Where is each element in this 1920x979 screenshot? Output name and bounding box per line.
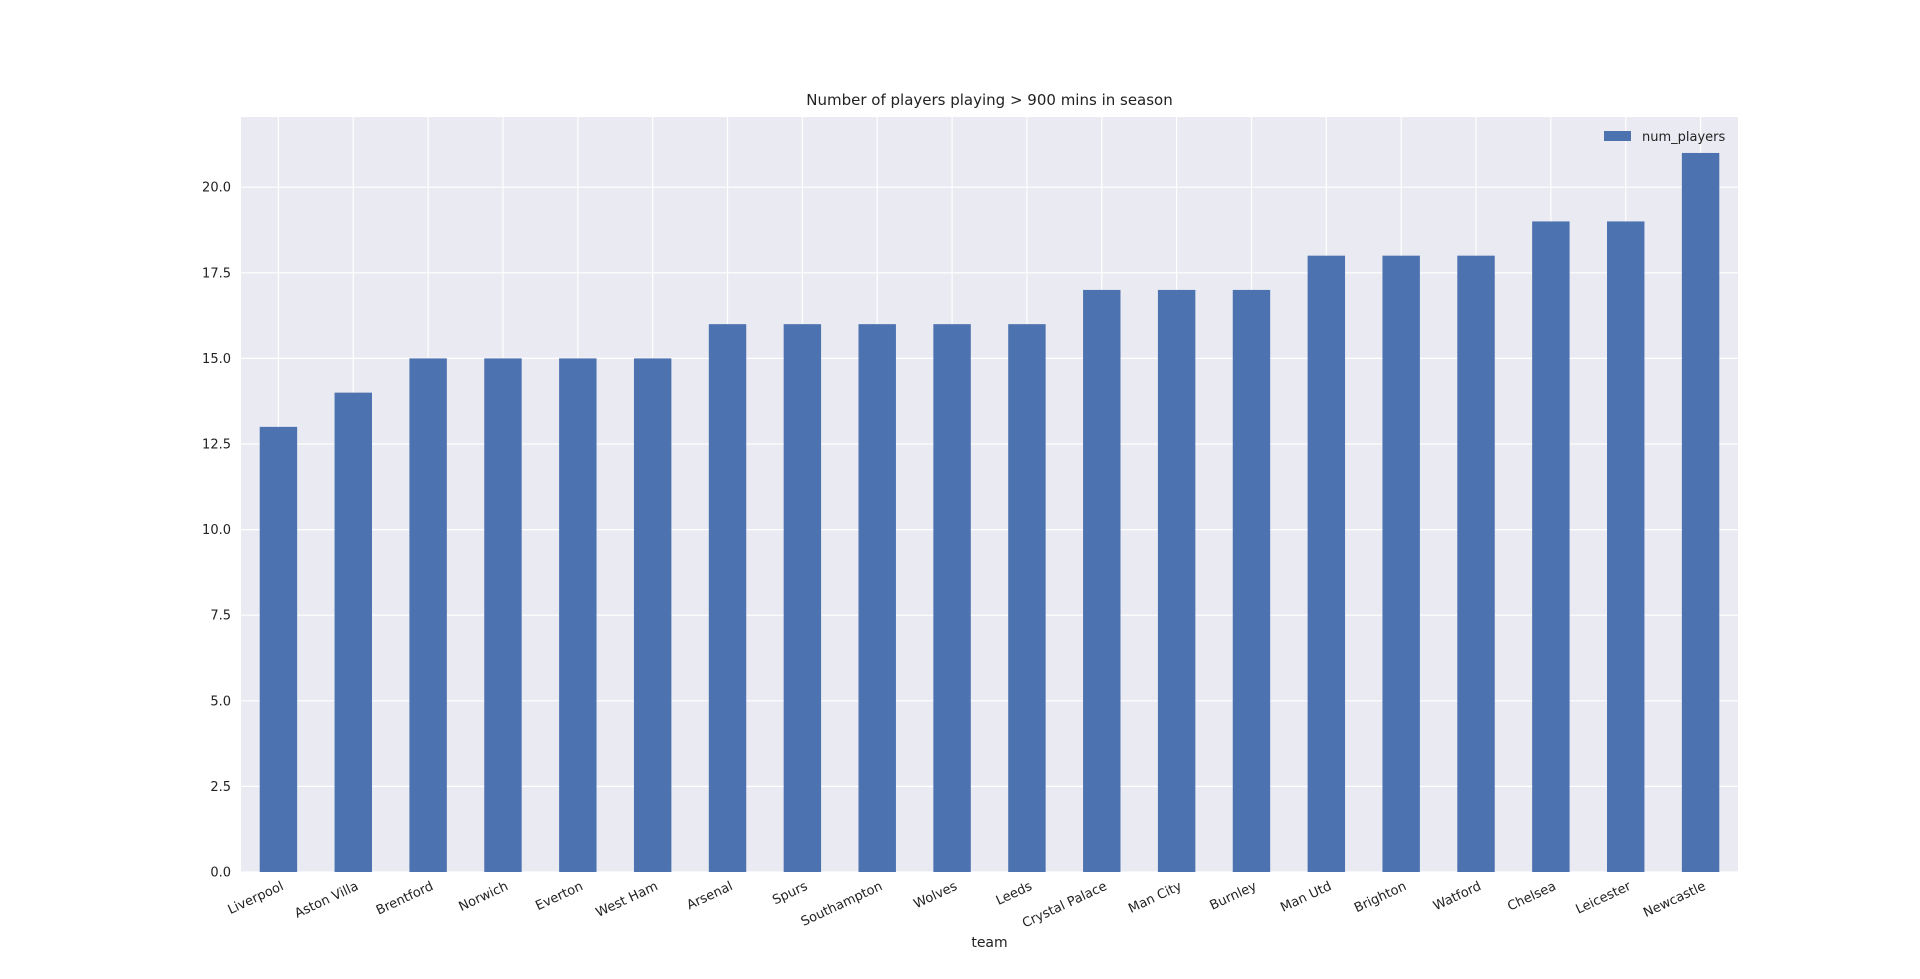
x-tick-label: Liverpool — [226, 879, 286, 918]
y-tick-label: 0.0 — [210, 866, 231, 881]
y-axis-ticks: 0.0 2.5 5.0 7.5 10.0 12.5 15.0 17.5 20.0 — [202, 181, 231, 881]
x-tick-label: Southampton — [799, 879, 885, 930]
x-tick-label: Aston Villa — [293, 879, 361, 922]
legend-swatch — [1604, 131, 1631, 141]
x-tick-label: West Ham — [594, 879, 661, 921]
y-tick-label: 2.5 — [210, 780, 231, 795]
bars — [259, 152, 1720, 873]
bar-aston-villa — [334, 392, 372, 872]
bar-brentford — [409, 358, 447, 873]
bar-burnley — [1232, 289, 1271, 872]
bar-everton — [559, 358, 597, 873]
plot-area — [241, 117, 1738, 872]
bar-watford — [1457, 255, 1495, 872]
x-tick-label: Crystal Palace — [1020, 879, 1109, 931]
bar-leicester — [1607, 221, 1645, 872]
x-tick-label: Burnley — [1208, 879, 1260, 914]
x-tick-label: Chelsea — [1505, 879, 1558, 914]
bar-norwich — [484, 358, 522, 873]
y-tick-label: 15.0 — [202, 352, 231, 367]
bar-wolves — [933, 324, 971, 873]
bar-west-ham — [633, 358, 672, 873]
x-tick-label: Man Utd — [1278, 879, 1334, 916]
x-axis-label: team — [971, 935, 1007, 951]
x-tick-label: Norwich — [457, 879, 511, 915]
bar-man-city — [1157, 289, 1196, 872]
y-tick-label: 17.5 — [202, 266, 231, 281]
bar-liverpool — [259, 426, 298, 872]
x-tick-label: Newcastle — [1641, 879, 1708, 921]
y-tick-label: 10.0 — [202, 523, 231, 538]
bar-chelsea — [1532, 221, 1570, 872]
x-tick-label: Brighton — [1352, 879, 1409, 916]
x-tick-label: Leicester — [1574, 879, 1634, 918]
bar-crystal-palace — [1083, 289, 1121, 872]
y-tick-label: 7.5 — [210, 609, 231, 624]
legend-label: num_players — [1642, 130, 1726, 145]
legend: num_players — [1604, 130, 1726, 145]
bar-newcastle — [1681, 152, 1720, 872]
chart-title: Number of players playing > 900 mins in … — [806, 91, 1173, 109]
x-tick-label: Arsenal — [685, 879, 736, 913]
x-tick-label: Brentford — [374, 879, 436, 918]
y-tick-label: 20.0 — [202, 181, 231, 196]
bar-spurs — [783, 324, 822, 873]
x-tick-label: Man City — [1126, 879, 1184, 917]
bar-leeds — [1008, 324, 1046, 873]
bar-arsenal — [708, 324, 747, 873]
x-tick-label: Spurs — [770, 879, 810, 908]
bar-southampton — [858, 324, 896, 873]
bar-man-utd — [1307, 255, 1346, 872]
y-tick-label: 5.0 — [210, 694, 231, 709]
x-tick-label: Watford — [1431, 879, 1484, 914]
x-tick-label: Wolves — [912, 879, 960, 912]
x-axis-ticks: Liverpool Aston Villa Brentford Norwich Ever… — [226, 879, 1709, 932]
x-tick-label: Everton — [533, 879, 585, 914]
x-tick-label: Leeds — [994, 879, 1035, 909]
y-tick-label: 12.5 — [202, 437, 231, 452]
bar-brighton — [1382, 255, 1420, 872]
